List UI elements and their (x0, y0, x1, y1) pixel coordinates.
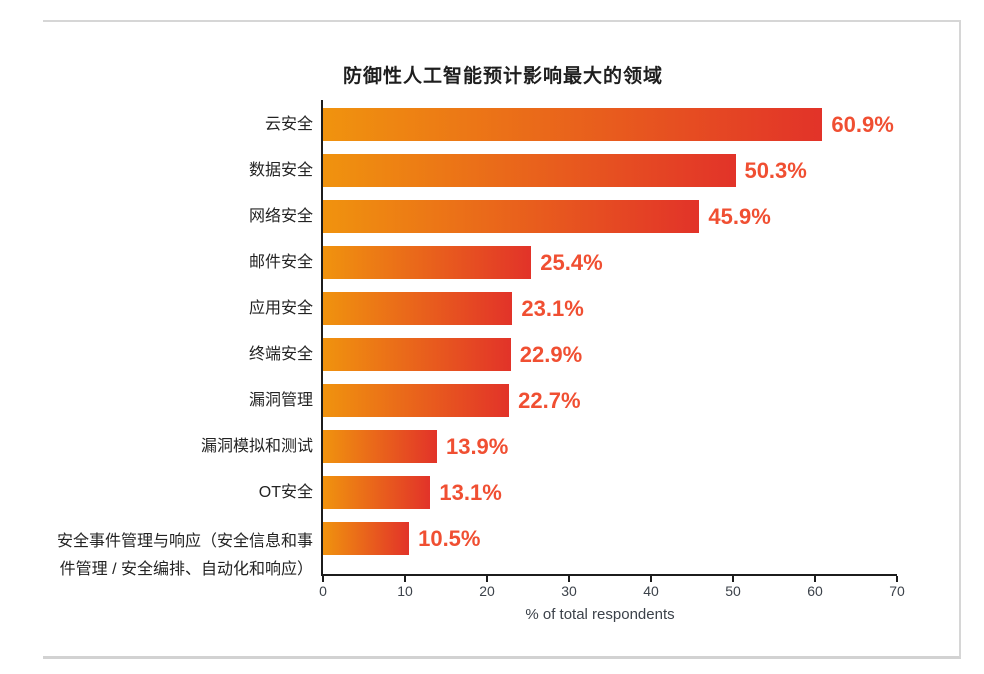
x-axis-tick-label: 0 (319, 583, 327, 599)
page-frame-border (43, 20, 961, 659)
category-label: 终端安全 (248, 345, 313, 363)
chart-title: 防御性人工智能预计影响最大的领域 (342, 66, 663, 87)
bar (323, 200, 700, 233)
bar (323, 338, 511, 371)
bar (323, 246, 532, 279)
x-axis-tick-label: 60 (807, 583, 823, 599)
x-axis-tick (486, 576, 488, 582)
value-label: 45.9% (708, 203, 771, 229)
x-axis-tick-label: 30 (561, 583, 577, 599)
category-label: 数据安全 (248, 161, 313, 179)
category-label: 应用安全 (248, 299, 313, 317)
x-axis-tick (404, 576, 406, 582)
bar (323, 154, 736, 187)
value-label: 60.9% (831, 111, 894, 137)
x-axis-tick-label: 20 (479, 583, 495, 599)
x-axis-tick (650, 576, 652, 582)
x-axis-tick (732, 576, 734, 582)
plot-area: % of total respondents 云安全 60.9% 数据安全 50.3%… (57, 100, 905, 623)
x-axis-tick (322, 576, 324, 582)
category-label: 邮件安全 (248, 253, 313, 271)
x-axis-tick (814, 576, 816, 582)
category-label: 漏洞管理 (248, 391, 313, 409)
value-label: 50.3% (744, 157, 807, 183)
x-axis-tick (896, 576, 898, 582)
value-label: 25.4% (540, 249, 603, 275)
category-label: 云安全 (264, 115, 313, 133)
category-label: OT安全 (258, 483, 313, 501)
x-axis-label: % of total respondents (525, 606, 675, 623)
value-label: 23.1% (521, 295, 584, 321)
x-axis-tick (568, 576, 570, 582)
value-label: 13.1% (439, 479, 502, 505)
bar (323, 384, 510, 417)
bar (323, 430, 437, 463)
bar (323, 292, 513, 325)
category-label: 网络安全 (248, 207, 313, 225)
category-label: 漏洞模拟和测试 (200, 437, 313, 455)
value-label: 13.9% (445, 433, 509, 459)
x-axis-tick-label: 10 (397, 583, 413, 599)
x-axis-tick-label: 70 (889, 583, 905, 599)
bar (323, 476, 431, 509)
x-axis-tick-label: 50 (725, 583, 741, 599)
value-label: 10.5% (418, 525, 481, 551)
value-label: 22.7% (518, 387, 581, 413)
x-axis-tick-label: 40 (643, 583, 659, 599)
value-label: 22.9% (519, 341, 583, 367)
category-label: 安全事件管理与响应（安全信息和事 件管理 / 安全编排、自动化和响应） (56, 532, 313, 578)
bar (323, 522, 410, 555)
bar (323, 108, 823, 141)
